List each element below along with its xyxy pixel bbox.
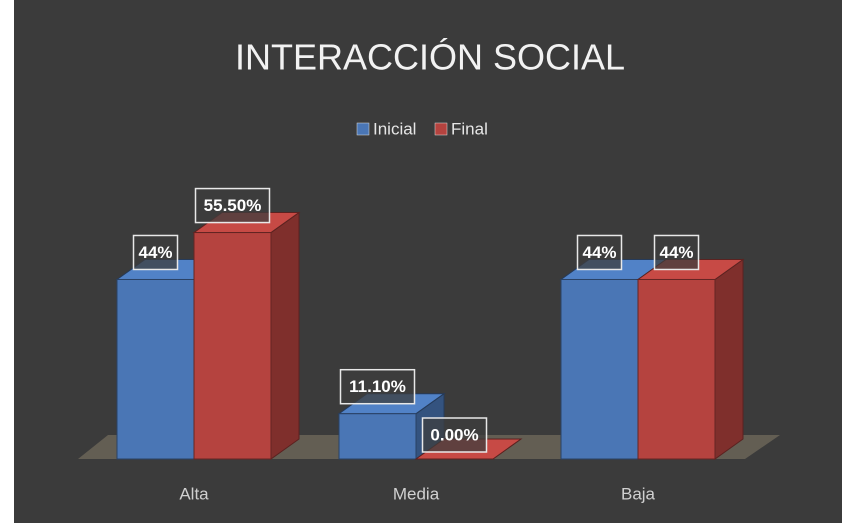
data-label: 11.10% <box>349 377 406 396</box>
bar-front <box>116 278 195 460</box>
data-label: 44% <box>582 243 616 262</box>
data-label-box <box>421 417 488 453</box>
bar-side <box>270 211 300 460</box>
bar-front <box>560 278 639 460</box>
data-label-box <box>194 187 271 224</box>
data-label: 44% <box>659 243 693 262</box>
data-label-box <box>576 234 623 271</box>
data-label-box <box>132 234 179 271</box>
bar-front <box>338 413 417 460</box>
bar-front <box>193 232 272 460</box>
data-label-box <box>339 368 416 405</box>
legend-label: Inicial <box>373 119 416 138</box>
bar-side <box>714 258 744 460</box>
legend-swatch <box>356 122 370 136</box>
data-label: 44% <box>138 243 172 262</box>
x-tick-label: Alta <box>179 484 209 503</box>
legend-swatch <box>434 122 448 136</box>
x-tick-label: Media <box>393 484 440 503</box>
data-label: 55.50% <box>204 196 262 215</box>
bar-front <box>637 278 716 460</box>
legend-label: Final <box>451 119 488 138</box>
data-label: 0.00% <box>430 425 478 444</box>
bar <box>636 258 745 460</box>
data-label-box <box>653 234 700 271</box>
x-tick-label: Baja <box>621 484 656 503</box>
chart-title: INTERACCIÓN SOCIAL <box>235 37 625 78</box>
bar <box>192 211 301 460</box>
